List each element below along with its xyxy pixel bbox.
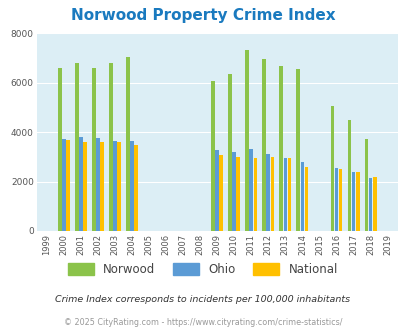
Bar — [134, 145, 138, 231]
Bar — [296, 69, 299, 231]
Bar — [113, 141, 117, 231]
Bar — [219, 155, 223, 231]
Text: Norwood Property Crime Index: Norwood Property Crime Index — [70, 8, 335, 23]
Bar — [109, 63, 113, 231]
Bar — [79, 137, 83, 231]
Bar — [334, 168, 337, 231]
Bar — [330, 106, 333, 231]
Bar — [130, 141, 134, 231]
Text: © 2025 CityRating.com - https://www.cityrating.com/crime-statistics/: © 2025 CityRating.com - https://www.city… — [64, 318, 341, 327]
Bar — [117, 142, 121, 231]
Bar — [347, 120, 350, 231]
Bar — [232, 152, 236, 231]
Bar — [338, 169, 342, 231]
Bar — [83, 142, 87, 231]
Bar — [75, 63, 79, 231]
Bar — [249, 149, 253, 231]
Bar — [228, 74, 232, 231]
Bar — [300, 162, 304, 231]
Bar — [351, 172, 354, 231]
Bar — [236, 157, 240, 231]
Bar — [92, 68, 96, 231]
Bar — [364, 139, 367, 231]
Bar — [270, 157, 274, 231]
Bar — [355, 172, 359, 231]
Legend: Norwood, Ohio, National: Norwood, Ohio, National — [63, 258, 342, 281]
Bar — [262, 59, 265, 231]
Text: Crime Index corresponds to incidents per 100,000 inhabitants: Crime Index corresponds to incidents per… — [55, 295, 350, 304]
Bar — [215, 150, 219, 231]
Bar — [62, 139, 66, 231]
Bar — [100, 142, 104, 231]
Bar — [368, 178, 371, 231]
Bar — [58, 68, 62, 231]
Bar — [283, 158, 287, 231]
Bar — [96, 138, 100, 231]
Bar — [287, 158, 291, 231]
Bar — [279, 66, 282, 231]
Bar — [245, 50, 249, 231]
Bar — [211, 81, 215, 231]
Bar — [304, 167, 308, 231]
Bar — [126, 56, 130, 231]
Bar — [253, 158, 257, 231]
Bar — [372, 177, 376, 231]
Bar — [66, 140, 70, 231]
Bar — [266, 154, 270, 231]
